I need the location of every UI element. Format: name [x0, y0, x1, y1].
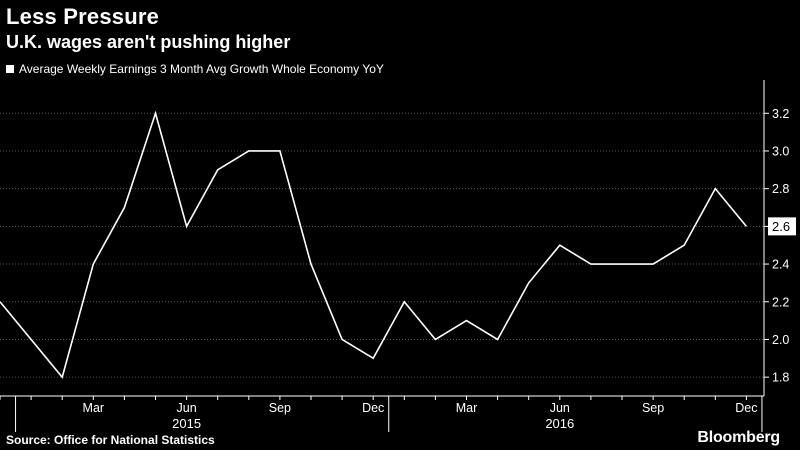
bloomberg-logo: Bloomberg	[697, 429, 780, 446]
y-tick-label: 2.8	[772, 182, 789, 196]
axes	[0, 80, 769, 432]
series	[0, 110, 748, 379]
x-tick-label: Sep	[269, 401, 291, 415]
x-tick-label: Dec	[362, 401, 384, 415]
y-tick-label: 3.2	[772, 107, 789, 121]
axis-labels: 1.8 2.0 2.2 2.4 2.8 3.0 3.2 Mar Jun Sep Dec Mar Jun S…	[83, 107, 796, 431]
y-tick-label: 3.0	[772, 144, 789, 158]
source-note: Source: Office for National Statistics	[6, 433, 215, 447]
last-value-box	[768, 217, 796, 236]
x-tick-label: Jun	[177, 401, 197, 415]
grid-lines	[0, 112, 764, 378]
year-label: 2015	[172, 416, 201, 431]
x-tick-label: Mar	[83, 401, 105, 415]
legend-label: Average Weekly Earnings 3 Month Avg Grow…	[19, 62, 384, 76]
y-tick-label: 2.0	[772, 333, 789, 347]
chart-subtitle: U.K. wages aren't pushing higher	[6, 32, 291, 52]
x-tick-label: Jun	[550, 401, 570, 415]
x-tick-label: Mar	[456, 401, 478, 415]
legend-swatch	[6, 65, 14, 73]
last-value-label: 2.6	[772, 219, 790, 234]
legend: Average Weekly Earnings 3 Month Avg Grow…	[6, 62, 384, 76]
chart-title: Less Pressure	[6, 4, 160, 29]
x-tick-label: Sep	[642, 401, 664, 415]
y-tick-label: 1.8	[772, 371, 789, 385]
year-label: 2016	[545, 416, 574, 431]
y-tick-label: 2.4	[772, 258, 789, 272]
series-line	[0, 110, 748, 379]
y-tick-label: 2.2	[772, 295, 789, 309]
x-tick-label: Dec	[735, 401, 757, 415]
